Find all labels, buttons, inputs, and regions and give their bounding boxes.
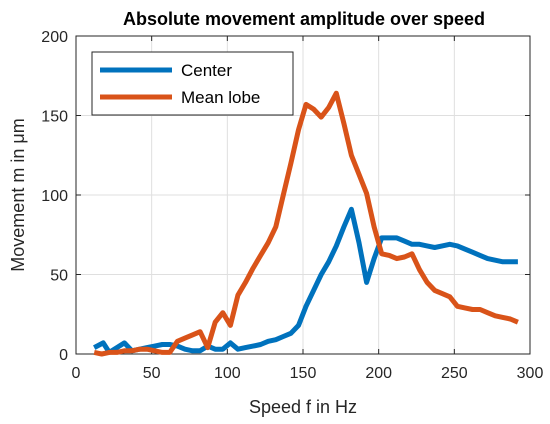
legend-label-center: Center [181,61,232,80]
y-tick-label: 100 [41,188,68,205]
series-line-mean-lobe [93,90,519,357]
axis-ticks: 0 50 100 150 200 250 300 0 50 100 150 200 [41,29,543,382]
x-tick-label: 250 [441,365,468,382]
legend: Center Mean lobe [91,51,294,116]
x-axis-label: Speed f in Hz [249,397,357,417]
x-tick-label: 150 [290,365,317,382]
x-tick-label: 0 [72,365,81,382]
y-tick-label: 50 [50,268,68,285]
x-tick-label: 50 [143,365,161,382]
y-axis-label: Movement m in μm [8,118,28,271]
legend-box [91,51,294,116]
x-tick-label: 100 [214,365,241,382]
series-lines [93,90,519,357]
chart-title: Absolute movement amplitude over speed [123,9,485,29]
x-tick-label: 200 [365,365,392,382]
series-line-center [93,206,518,355]
x-tick-label: 300 [517,365,544,382]
legend-label-mean-lobe: Mean lobe [181,88,260,107]
y-tick-label: 200 [41,29,68,46]
y-tick-label: 0 [59,347,68,364]
y-tick-label: 150 [41,109,68,126]
